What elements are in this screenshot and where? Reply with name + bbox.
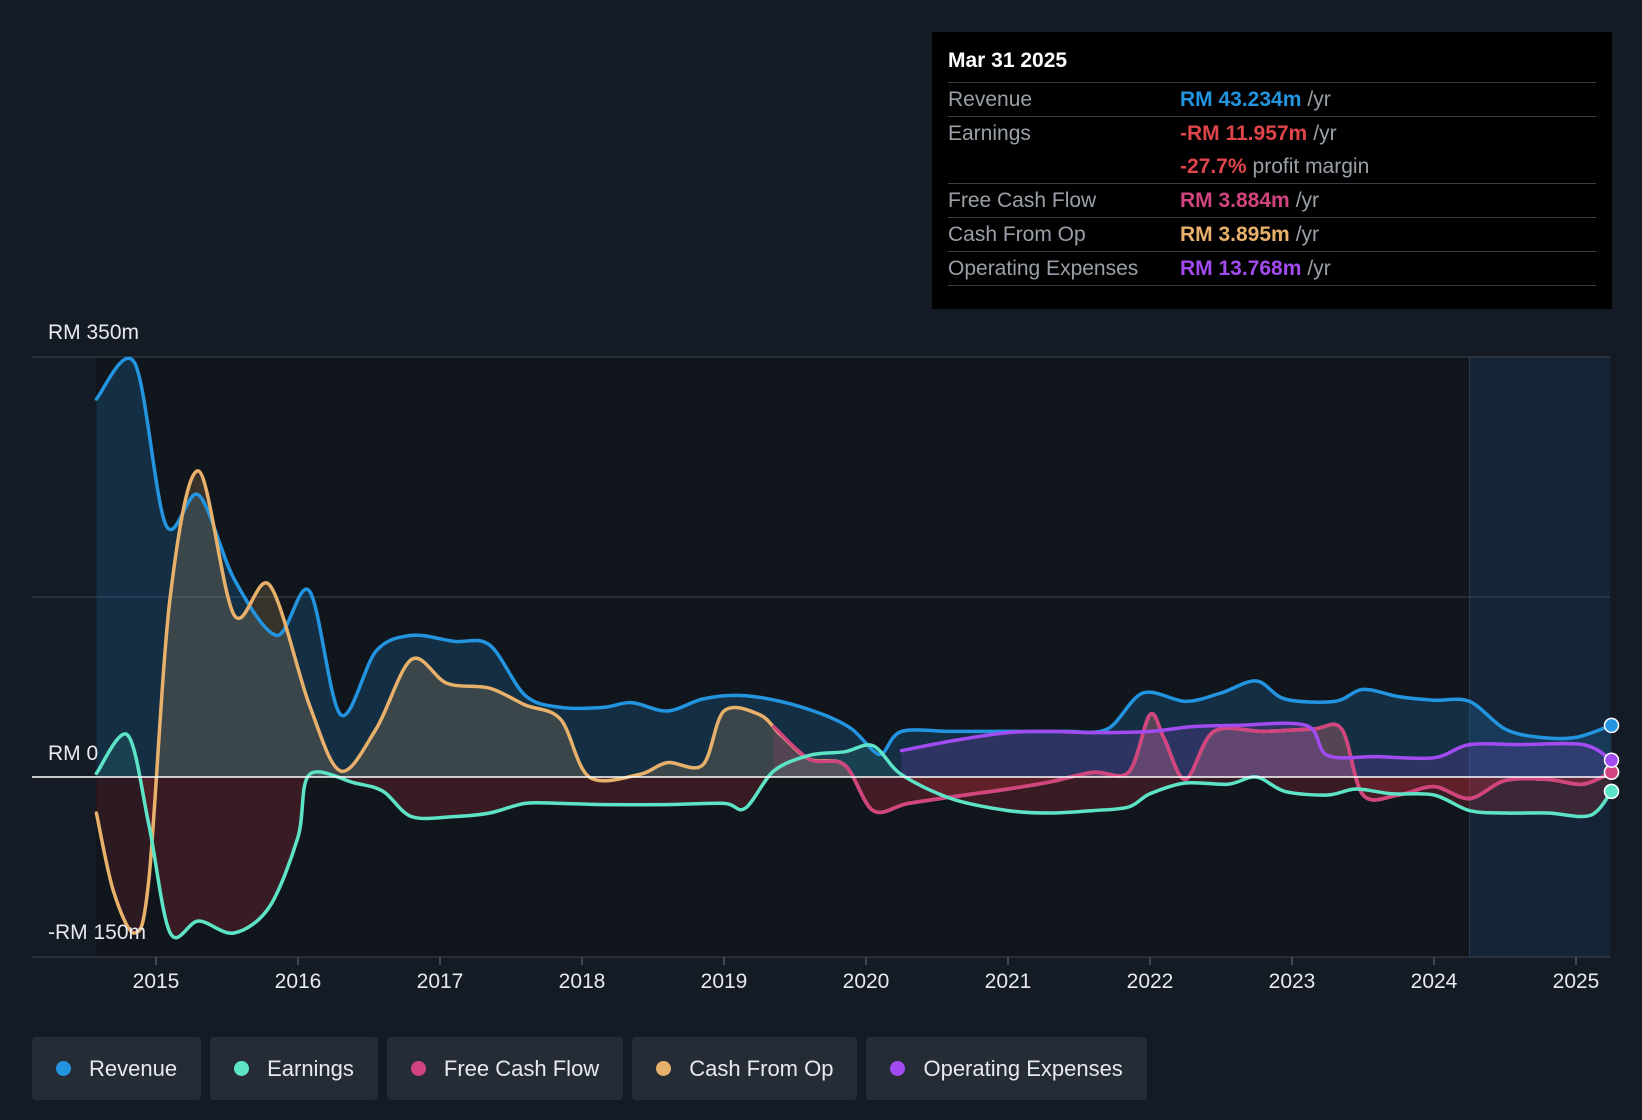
y-axis-top-label: RM 350m (48, 321, 140, 344)
x-tick-label: 2016 (274, 970, 322, 993)
forecast-region (1469, 357, 1610, 957)
legend-dot-icon (234, 1061, 250, 1076)
plot-area (96, 357, 1610, 957)
tooltip-row-cash-from-op: Cash From Op RM 3.895m/yr (948, 218, 1596, 252)
tooltip-label: Revenue (948, 88, 1033, 111)
x-tick-label: 2024 (1410, 970, 1458, 993)
cash-from-op-area-negative (96, 777, 1612, 934)
legend: Revenue Earnings Free Cash Flow Cash Fro… (32, 1037, 1147, 1100)
x-tick-label: 2025 (1552, 970, 1600, 993)
tooltip-unit: /yr (1295, 223, 1320, 246)
tooltip-label: Cash From Op (948, 223, 1086, 246)
earnings-area-positive (96, 733, 1612, 777)
earnings-line (94, 732, 1614, 940)
legend-item-cash-from-op[interactable]: Cash From Op (632, 1037, 858, 1100)
legend-label: Operating Expenses (923, 1055, 1123, 1081)
tooltip-date: Mar 31 2025 (948, 46, 1596, 83)
y-axis-zero-label: RM 0 (48, 742, 99, 765)
legend-label: Earnings (267, 1055, 354, 1081)
operating-expenses-line (899, 721, 1614, 762)
x-tick-label: 2018 (558, 970, 606, 993)
tooltip-label: Free Cash Flow (948, 189, 1097, 212)
legend-dot-icon (410, 1061, 426, 1076)
earnings-area-negative (96, 777, 1612, 938)
tooltip-unit: /yr (1313, 122, 1337, 145)
x-tick-label: 2019 (700, 970, 748, 993)
x-tick-label: 2017 (416, 970, 464, 993)
legend-item-operating-expenses[interactable]: Operating Expenses (866, 1037, 1147, 1100)
tooltip-value: RM 13.768m (1180, 257, 1302, 280)
earnings-end-marker (1603, 783, 1620, 800)
tooltip-unit: /yr (1307, 88, 1331, 111)
hover-tooltip: Mar 31 2025 Revenue RM 43.234m/yr Earnin… (932, 32, 1612, 309)
legend-dot-icon (890, 1061, 906, 1076)
x-tick-label: 2015 (132, 970, 180, 993)
series-fills (96, 358, 1612, 938)
x-tick-label: 2022 (1126, 970, 1174, 993)
tooltip-row-operating-expenses: Operating Expenses RM 13.768m/yr (948, 252, 1596, 286)
tooltip-label (948, 150, 1180, 183)
free-cash-flow-area-negative (773, 777, 1612, 813)
revenue-area-positive (96, 358, 1612, 777)
tooltip-unit: profit margin (1252, 155, 1370, 178)
free-cash-flow-line (771, 711, 1614, 815)
gridlines (32, 356, 1610, 958)
y-axis-bottom-label: -RM 150m (48, 921, 147, 944)
tooltip-unit: /yr (1307, 257, 1331, 280)
revenue-end-marker (1603, 717, 1620, 734)
revenue-line (94, 356, 1614, 757)
zero-line (32, 776, 1610, 965)
end-markers (1603, 717, 1620, 800)
tooltip-value: -RM 11.957m (1180, 122, 1308, 145)
tooltip-row-free-cash-flow: Free Cash Flow RM 3.884m/yr (948, 184, 1596, 218)
tooltip-unit: /yr (1295, 189, 1320, 212)
tooltip-value: RM 43.234m (1180, 88, 1302, 111)
tooltip-label: Earnings (948, 122, 1031, 145)
tooltip-value: RM 3.884m (1180, 189, 1290, 212)
legend-label: Revenue (89, 1055, 178, 1081)
legend-dot-icon (656, 1061, 672, 1076)
legend-item-free-cash-flow[interactable]: Free Cash Flow (386, 1037, 624, 1100)
x-tick-label: 2021 (984, 970, 1032, 993)
tooltip-row-revenue: Revenue RM 43.234m/yr (948, 83, 1596, 117)
plot-background (96, 357, 1610, 957)
legend-label: Free Cash Flow (443, 1055, 600, 1081)
tooltip-label: Operating Expenses (948, 257, 1139, 280)
x-tick-label: 2020 (842, 970, 890, 993)
tooltip-value: -27.7% (1180, 155, 1247, 178)
series-lines (94, 356, 1614, 940)
legend-dot-icon (56, 1061, 71, 1076)
tooltip-value: RM 3.895m (1180, 223, 1290, 246)
legend-item-revenue[interactable]: Revenue (32, 1037, 202, 1100)
legend-label: Cash From Op (689, 1055, 834, 1081)
operating-expenses-end-marker (1603, 752, 1620, 768)
legend-item-earnings[interactable]: Earnings (210, 1037, 378, 1100)
tooltip-row-profit-margin: -27.7% profit margin (948, 150, 1596, 184)
tooltip-row-earnings: Earnings -RM 11.957m/yr (948, 117, 1596, 150)
x-tick-label: 2023 (1268, 970, 1316, 993)
operating-expenses-area-positive (901, 723, 1612, 777)
cash-from-op-area-positive (96, 470, 1612, 777)
